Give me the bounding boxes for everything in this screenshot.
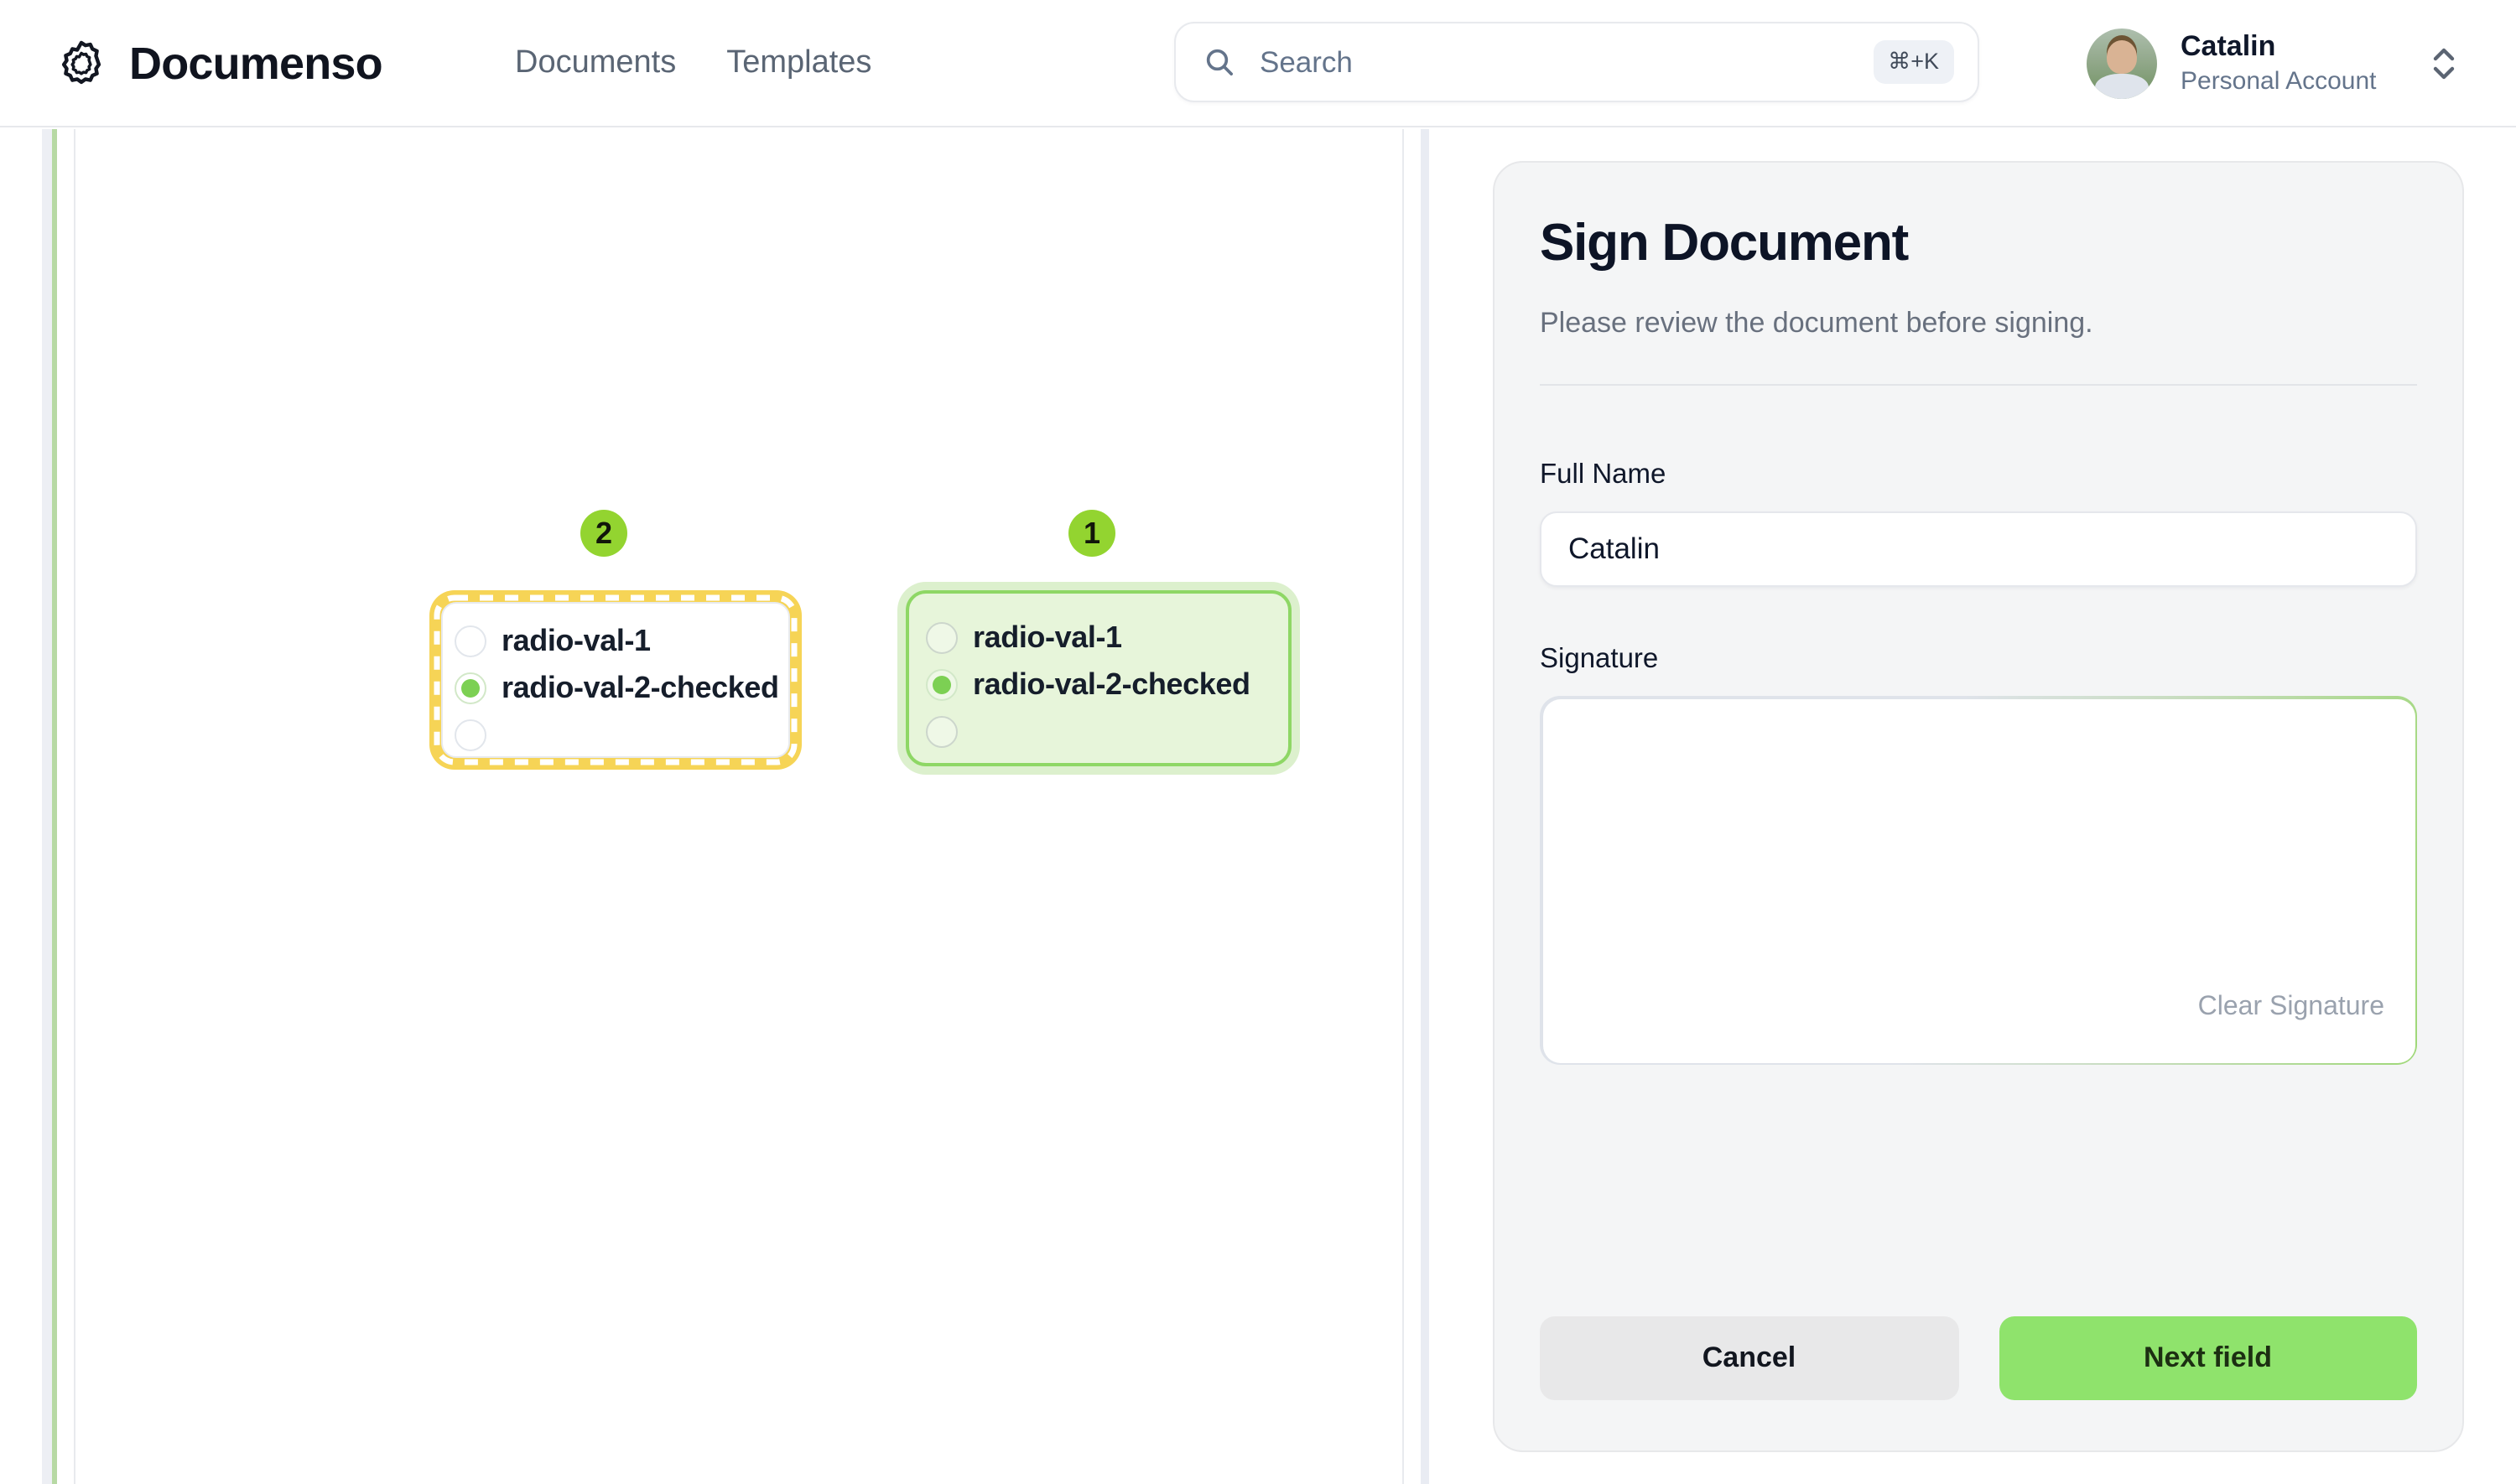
clear-signature-button[interactable]: Clear Signature — [2197, 992, 2384, 1020]
document-page-right-border — [1402, 129, 1404, 1484]
signature-label: Signature — [1540, 644, 1659, 674]
panel-actions: Cancel Next field — [1540, 1316, 2417, 1400]
radio-option-row — [926, 708, 1288, 755]
radio-button[interactable] — [455, 719, 486, 750]
nav-link-documents[interactable]: Documents — [515, 45, 677, 80]
user-info: Catalin Personal Account — [2181, 29, 2377, 99]
page-edge-highlight — [52, 129, 57, 1484]
search-input[interactable] — [1256, 43, 1874, 81]
signature-pad[interactable]: Clear Signature — [1542, 698, 2415, 1062]
cancel-button[interactable]: Cancel — [1540, 1316, 1958, 1400]
radio-option-label: radio-val-1 — [973, 620, 1122, 653]
radio-field-active[interactable]: radio-val-1 radio-val-2-checked — [906, 590, 1292, 766]
radio-field-pending[interactable]: radio-val-1 radio-val-2-checked — [429, 590, 802, 770]
document-page-left-border — [74, 129, 75, 1484]
full-name-input[interactable] — [1540, 511, 2417, 587]
panel-title: Sign Document — [1540, 213, 1909, 272]
radio-option-label: radio-val-2-checked — [973, 667, 1250, 700]
chevron-up-down-icon — [2433, 48, 2454, 80]
panel-subtitle: Please review the document before signin… — [1540, 307, 2093, 339]
sign-document-panel: Sign Document Please review the document… — [1493, 161, 2464, 1452]
radio-button[interactable] — [926, 715, 958, 747]
signature-pad-border: Clear Signature — [1540, 696, 2417, 1065]
radio-button-checked[interactable] — [926, 668, 958, 700]
divider — [1540, 384, 2417, 386]
brand[interactable]: Documenso — [55, 0, 383, 127]
field-order-badge-1: 1 — [1068, 510, 1115, 557]
scrollbar[interactable] — [1421, 129, 1429, 1484]
documenso-logo-icon — [61, 39, 101, 84]
search-shortcut-badge: ⌘+K — [1873, 40, 1954, 84]
top-nav: Documenso Documents Templates ⌘+K Catali… — [0, 0, 2516, 127]
next-field-button[interactable]: Next field — [1999, 1316, 2417, 1400]
avatar — [2087, 29, 2157, 99]
brand-name: Documenso — [129, 38, 383, 88]
user-name: Catalin — [2181, 30, 2276, 62]
radio-button[interactable] — [926, 621, 958, 653]
user-account-type: Personal Account — [2181, 67, 2377, 96]
radio-option-row: radio-val-2-checked — [455, 664, 788, 711]
radio-button[interactable] — [455, 625, 486, 656]
user-menu[interactable]: Catalin Personal Account — [2087, 0, 2457, 127]
radio-option-row: radio-val-1 — [926, 614, 1288, 661]
radio-option-row — [455, 711, 788, 758]
radio-option-label: radio-val-1 — [502, 623, 651, 656]
search-icon — [1206, 49, 1233, 75]
radio-button-checked[interactable] — [455, 672, 486, 703]
radio-option-row: radio-val-1 — [455, 617, 788, 664]
main-nav: Documents Templates — [515, 0, 871, 127]
radio-option-row: radio-val-2-checked — [926, 661, 1288, 708]
field-order-badge-2: 2 — [580, 510, 627, 557]
search-bar: ⌘+K — [1174, 22, 1979, 102]
radio-option-label: radio-val-2-checked — [502, 670, 779, 703]
radio-group-card: radio-val-1 radio-val-2-checked — [441, 602, 790, 758]
full-name-label: Full Name — [1540, 459, 1666, 490]
nav-link-templates[interactable]: Templates — [726, 45, 872, 80]
page-edge-strip — [42, 129, 52, 1484]
